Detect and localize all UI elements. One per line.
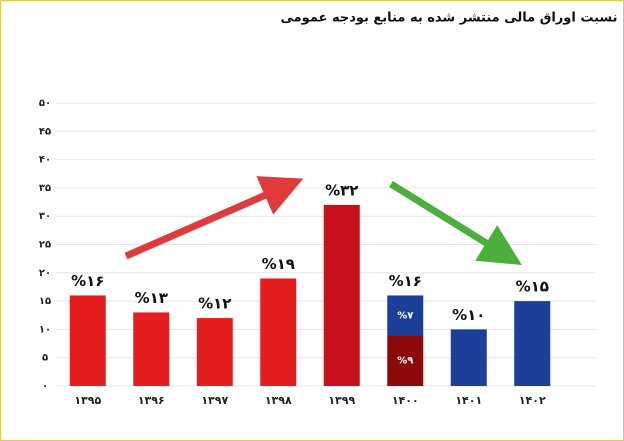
value-label: %۱۵ (516, 278, 549, 296)
y-tick-label: ۴۰ (39, 155, 51, 166)
y-tick-label: ۳۰ (39, 211, 51, 222)
bar (387, 335, 424, 386)
y-tick-label: ۰ (42, 381, 48, 392)
bar (450, 329, 487, 386)
bar (133, 312, 170, 386)
chart-title: نسبت اوراق مالی منتشر شده به منابع بودجه… (280, 11, 617, 26)
y-tick-label: ۵ (42, 353, 48, 364)
x-tick-label: ۱۳۹۹ (328, 394, 355, 407)
falling-arrow (389, 181, 522, 266)
y-tick-label: ۱۰ (39, 324, 51, 335)
y-tick-label: ۱۵ (39, 296, 51, 307)
value-label: %۱۶ (71, 272, 104, 290)
x-tick-label: ۱۴۰۱ (455, 394, 482, 407)
grid: ۰ ۵ ۱۰ ۱۵ ۲۰ ۲۵ ۳۰ ۳۵ ۴۰ ۴۵ ۵۰ (39, 98, 596, 392)
segment-label: %۷ (397, 310, 413, 321)
bar (69, 295, 106, 386)
bar (323, 204, 360, 386)
y-tick-label: ۲۵ (39, 240, 51, 251)
bar (196, 318, 233, 386)
value-label: %۱۰ (452, 306, 485, 324)
bar (387, 295, 424, 336)
y-tick-label: ۴۵ (39, 126, 51, 137)
x-tick-label: ۱۳۹۶ (138, 394, 165, 407)
x-tick-label: ۱۳۹۸ (265, 394, 292, 407)
bar (260, 278, 297, 386)
value-label: %۱۳ (135, 289, 168, 307)
x-tick-label: ۱۴۰۰ (392, 394, 419, 407)
value-label: %۱۲ (198, 295, 231, 313)
bars: ۱۳۹۵ %۱۶ ۱۳۹۶ %۱۳ ۱۳۹۷ %۱۲ ۱۳۹۸ %۱۹ ۱۳۹۹ %۳۲ ۱۴۰۰%… (69, 181, 551, 407)
y-tick-label: ۵۰ (39, 98, 51, 109)
y-tick-label: ۲۰ (39, 268, 51, 279)
x-tick-label: ۱۳۹۵ (74, 394, 101, 407)
value-label: %۱۹ (262, 255, 295, 273)
segment-label: %۹ (397, 356, 413, 367)
y-tick-label: ۳۵ (39, 183, 51, 194)
rising-arrow (124, 176, 304, 260)
total-label: %۱۶ (389, 272, 422, 290)
x-tick-label: ۱۴۰۲ (519, 394, 546, 407)
value-label: %۳۲ (325, 181, 358, 199)
bar (514, 301, 551, 386)
x-tick-label: ۱۳۹۷ (201, 394, 228, 407)
